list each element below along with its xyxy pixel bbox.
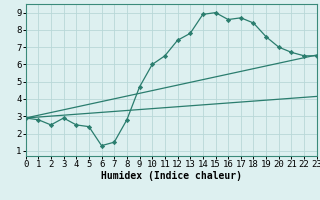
X-axis label: Humidex (Indice chaleur): Humidex (Indice chaleur) — [101, 171, 242, 181]
